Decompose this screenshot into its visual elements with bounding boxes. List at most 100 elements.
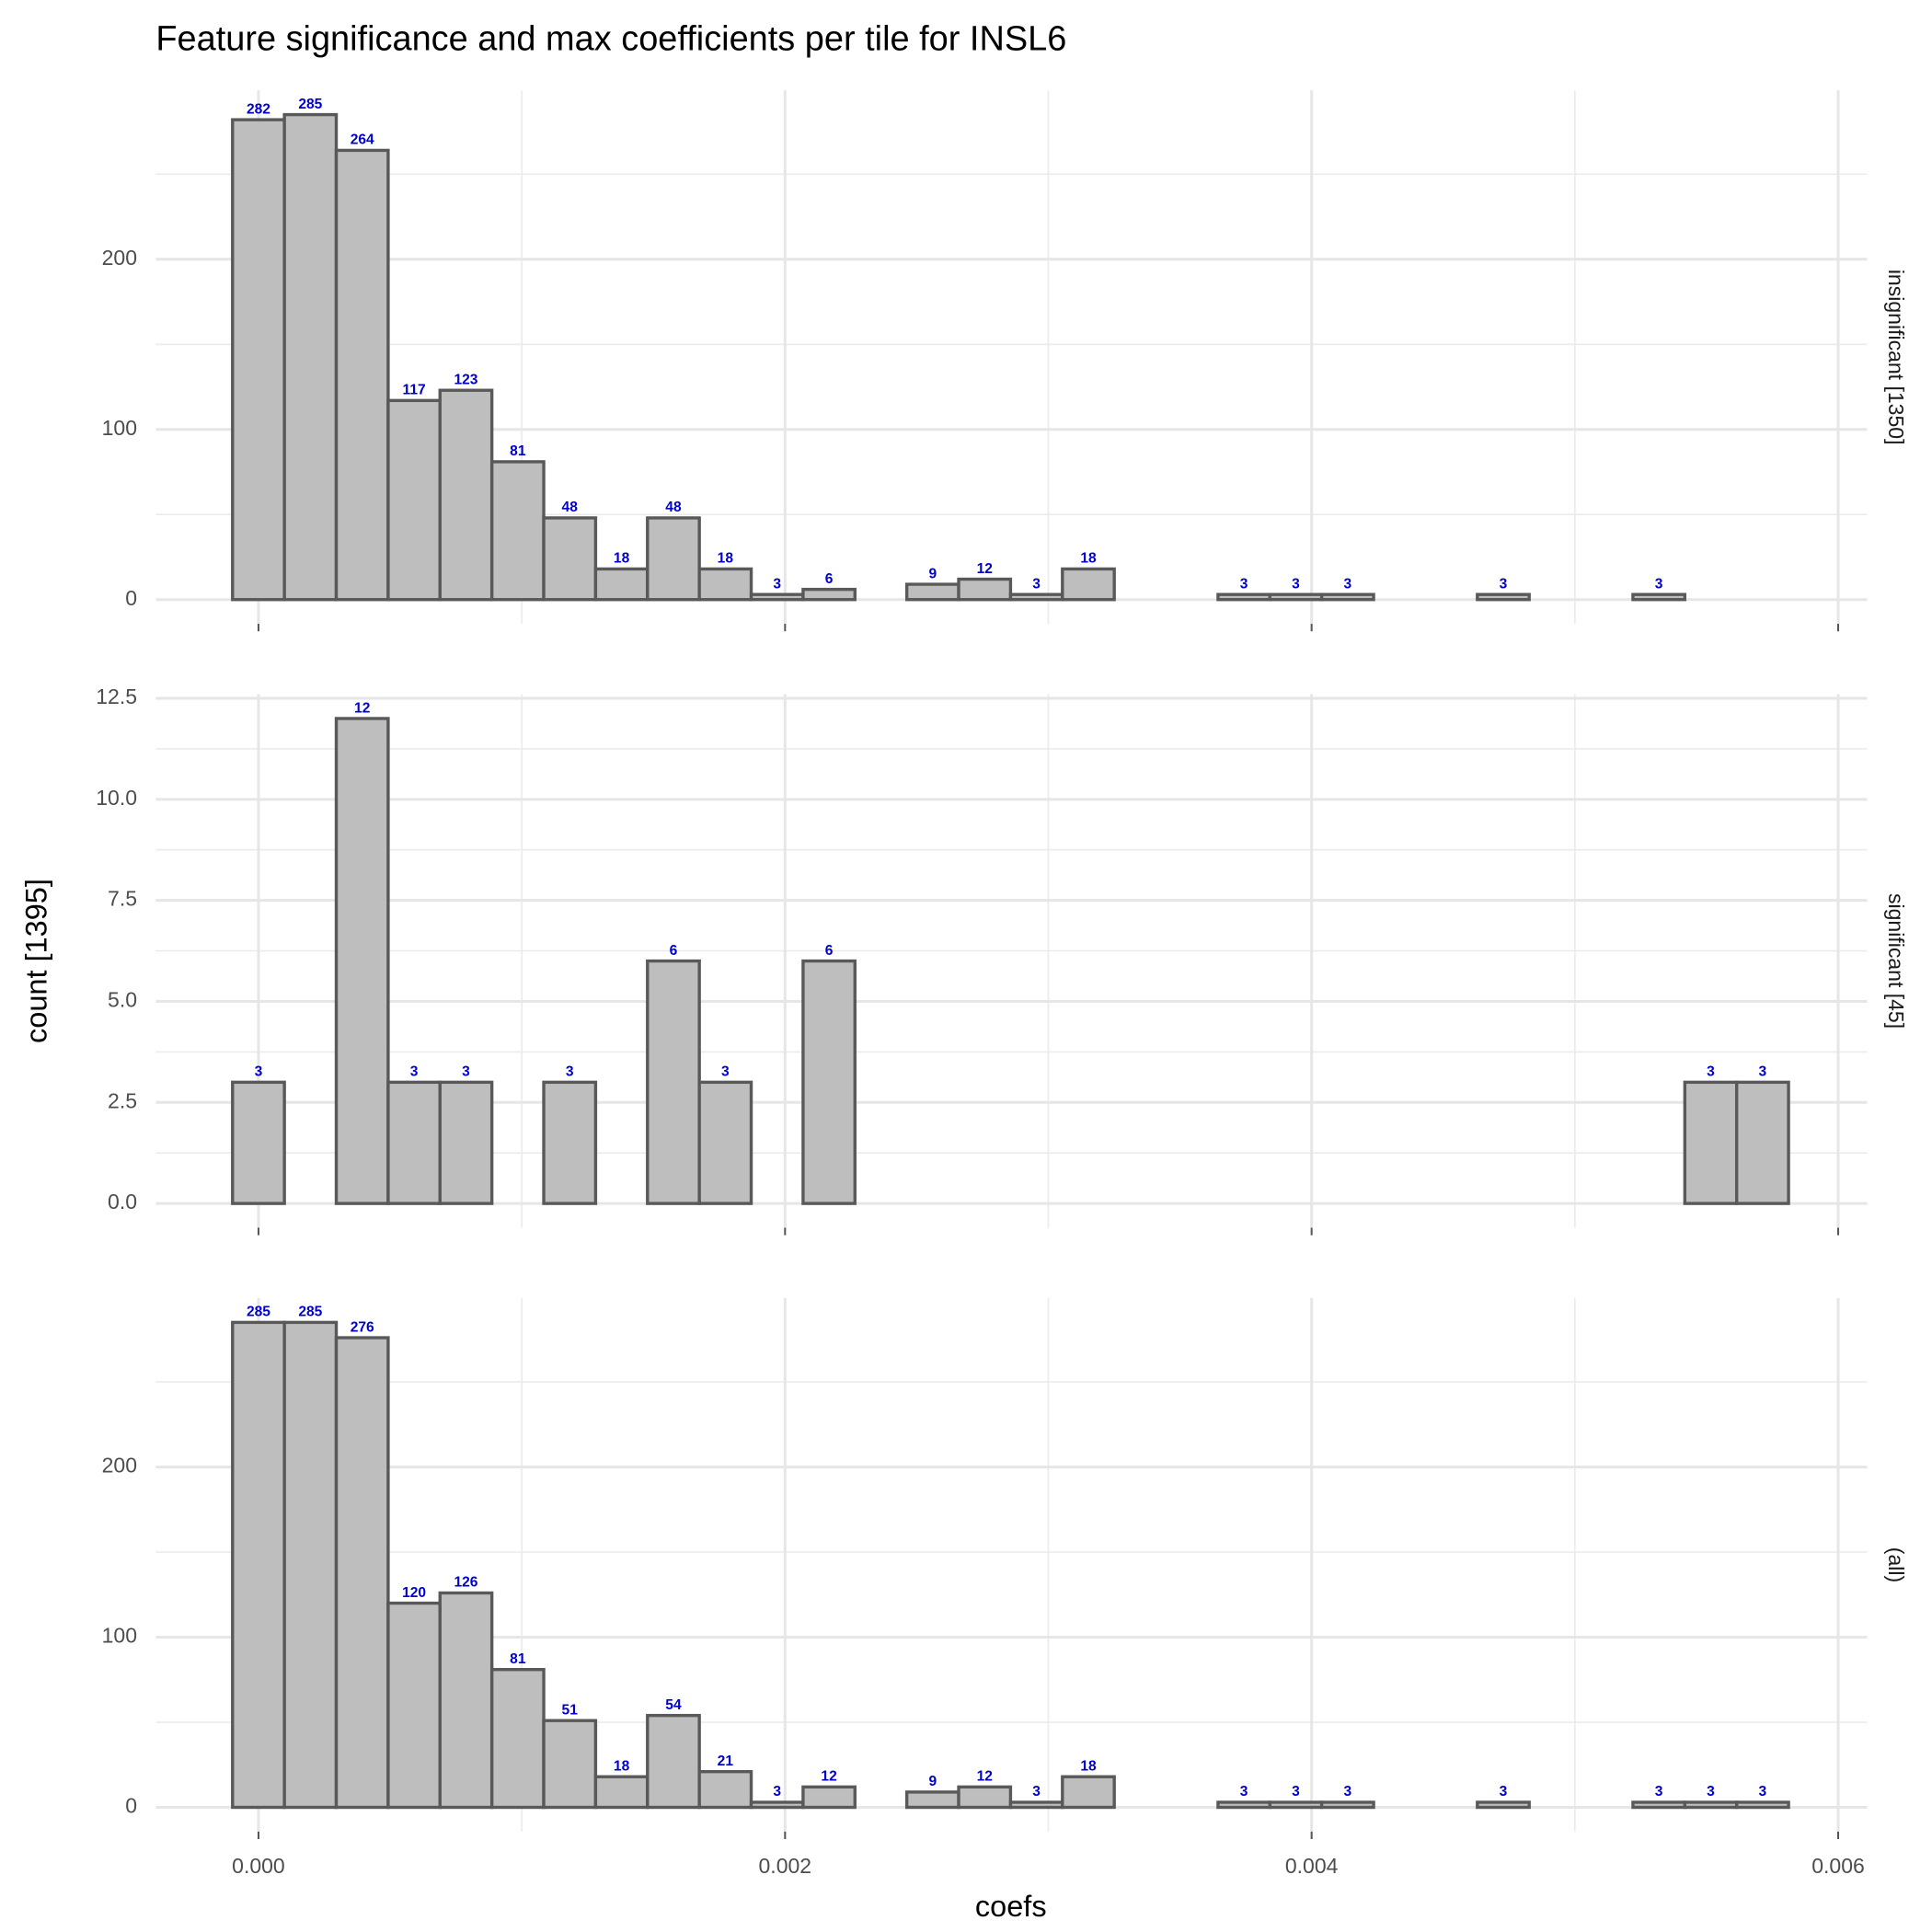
- value-label: 3: [462, 1064, 470, 1080]
- y-tick-label: 100: [102, 416, 137, 440]
- x-tick-label: 0.002: [759, 1854, 812, 1878]
- histogram-bar: [1734, 1800, 1790, 1810]
- histogram-bar: [749, 1800, 805, 1810]
- value-label: 3: [1707, 1784, 1715, 1800]
- y-tick-label: 12.5: [96, 684, 137, 708]
- histogram-bar: [646, 959, 701, 1205]
- value-label: 285: [247, 1305, 270, 1320]
- histogram-bar: [489, 460, 546, 602]
- facet-panel: 0 100 200 285 285 276 120 126 81 51 18 54 21 3 12 9 12 3 1…: [102, 1298, 1908, 1840]
- y-tick-label: 2.5: [108, 1088, 137, 1112]
- value-label: 3: [1344, 1784, 1352, 1800]
- histogram-bar: [334, 148, 390, 602]
- histogram-bar: [386, 1080, 442, 1205]
- histogram-bar: [386, 398, 442, 602]
- y-tick-label: 10.0: [96, 786, 137, 810]
- histogram-bar: [231, 1320, 286, 1810]
- histogram-bar: [1268, 592, 1324, 602]
- histogram-bar: [593, 567, 650, 602]
- histogram-bar: [1008, 1800, 1064, 1810]
- value-label: 123: [454, 372, 477, 387]
- value-label: 6: [825, 943, 834, 959]
- value-label: 285: [298, 1305, 322, 1320]
- y-tick-label: 200: [102, 1454, 137, 1478]
- value-label: 276: [351, 1319, 374, 1335]
- histogram-bar: [697, 1080, 753, 1205]
- value-label: 3: [1032, 576, 1041, 592]
- y-tick-label: 0.0: [108, 1190, 137, 1213]
- y-tick-label: 7.5: [108, 887, 137, 911]
- histogram-bar: [957, 1785, 1013, 1810]
- histogram-bar: [904, 582, 960, 602]
- histogram-bar: [1061, 1775, 1116, 1810]
- value-label: 120: [402, 1585, 426, 1601]
- histogram-bar: [1008, 592, 1064, 602]
- facet-panel: 0.0 2.5 5.0 7.5 10.0 12.5 3 12 3 3 3 6 3 6 3 3 significa…: [96, 684, 1908, 1236]
- value-label: 54: [665, 1697, 682, 1713]
- histogram-bar: [489, 1668, 546, 1810]
- y-tick-label: 5.0: [108, 988, 137, 1012]
- histogram-bar: [1268, 1800, 1324, 1810]
- value-label: 264: [351, 132, 374, 148]
- value-label: 21: [718, 1754, 734, 1769]
- value-label: 3: [1500, 576, 1508, 592]
- value-label: 3: [1240, 576, 1248, 592]
- value-label: 3: [410, 1064, 419, 1080]
- histogram-bar: [1319, 592, 1375, 602]
- histogram-bar: [801, 1785, 857, 1810]
- value-label: 12: [354, 700, 371, 716]
- facet-strip-label: insignificant [1350]: [1884, 270, 1908, 445]
- facet-strip-label: significant [45]: [1884, 893, 1908, 1029]
- value-label: 18: [614, 551, 630, 567]
- histogram-bar: [282, 112, 339, 602]
- histogram-bar: [904, 1790, 960, 1810]
- value-label: 3: [1759, 1064, 1767, 1080]
- value-label: 18: [718, 551, 734, 567]
- histogram-bar: [542, 516, 598, 602]
- value-label: 126: [454, 1575, 477, 1591]
- histogram-bar: [386, 1601, 442, 1810]
- histogram-bar: [1216, 592, 1271, 602]
- value-label: 3: [566, 1064, 574, 1080]
- value-label: 3: [1292, 1784, 1300, 1800]
- histogram-bar: [231, 118, 286, 602]
- value-label: 12: [977, 1769, 994, 1785]
- histogram-bar: [438, 1591, 494, 1810]
- histogram-bar: [749, 592, 805, 602]
- histogram-bar: [697, 567, 753, 602]
- value-label: 12: [977, 561, 994, 577]
- histogram-bar: [1683, 1800, 1739, 1810]
- histogram-bar: [1319, 1800, 1375, 1810]
- y-tick-label: 100: [102, 1624, 137, 1648]
- x-tick-label: 0.000: [232, 1854, 285, 1878]
- y-tick-label: 0: [125, 586, 137, 610]
- histogram-bar: [801, 959, 857, 1205]
- value-label: 3: [773, 1784, 781, 1800]
- value-label: 51: [562, 1702, 579, 1718]
- histogram-bar: [438, 388, 494, 602]
- histogram-bar: [438, 1080, 494, 1205]
- histogram-bar: [231, 1080, 286, 1205]
- value-label: 3: [1240, 1784, 1248, 1800]
- histogram-bar: [957, 577, 1013, 602]
- value-label: 6: [670, 943, 678, 959]
- value-label: 285: [298, 97, 322, 112]
- value-label: 18: [614, 1758, 630, 1774]
- value-label: 48: [562, 500, 579, 515]
- histogram-bar: [801, 587, 857, 602]
- value-label: 3: [1655, 1784, 1663, 1800]
- histogram-bar: [1631, 592, 1687, 602]
- value-label: 3: [1707, 1064, 1715, 1080]
- histogram-bar: [542, 1719, 598, 1810]
- value-label: 81: [510, 443, 526, 459]
- value-label: 3: [721, 1064, 730, 1080]
- histogram-bar: [1476, 592, 1531, 602]
- histogram-bar: [542, 1080, 598, 1205]
- x-tick-label: 0.006: [1811, 1854, 1865, 1878]
- histogram-bar: [1631, 1800, 1687, 1810]
- histogram-bar: [1476, 1800, 1531, 1810]
- value-label: 6: [825, 571, 834, 587]
- value-label: 3: [255, 1064, 263, 1080]
